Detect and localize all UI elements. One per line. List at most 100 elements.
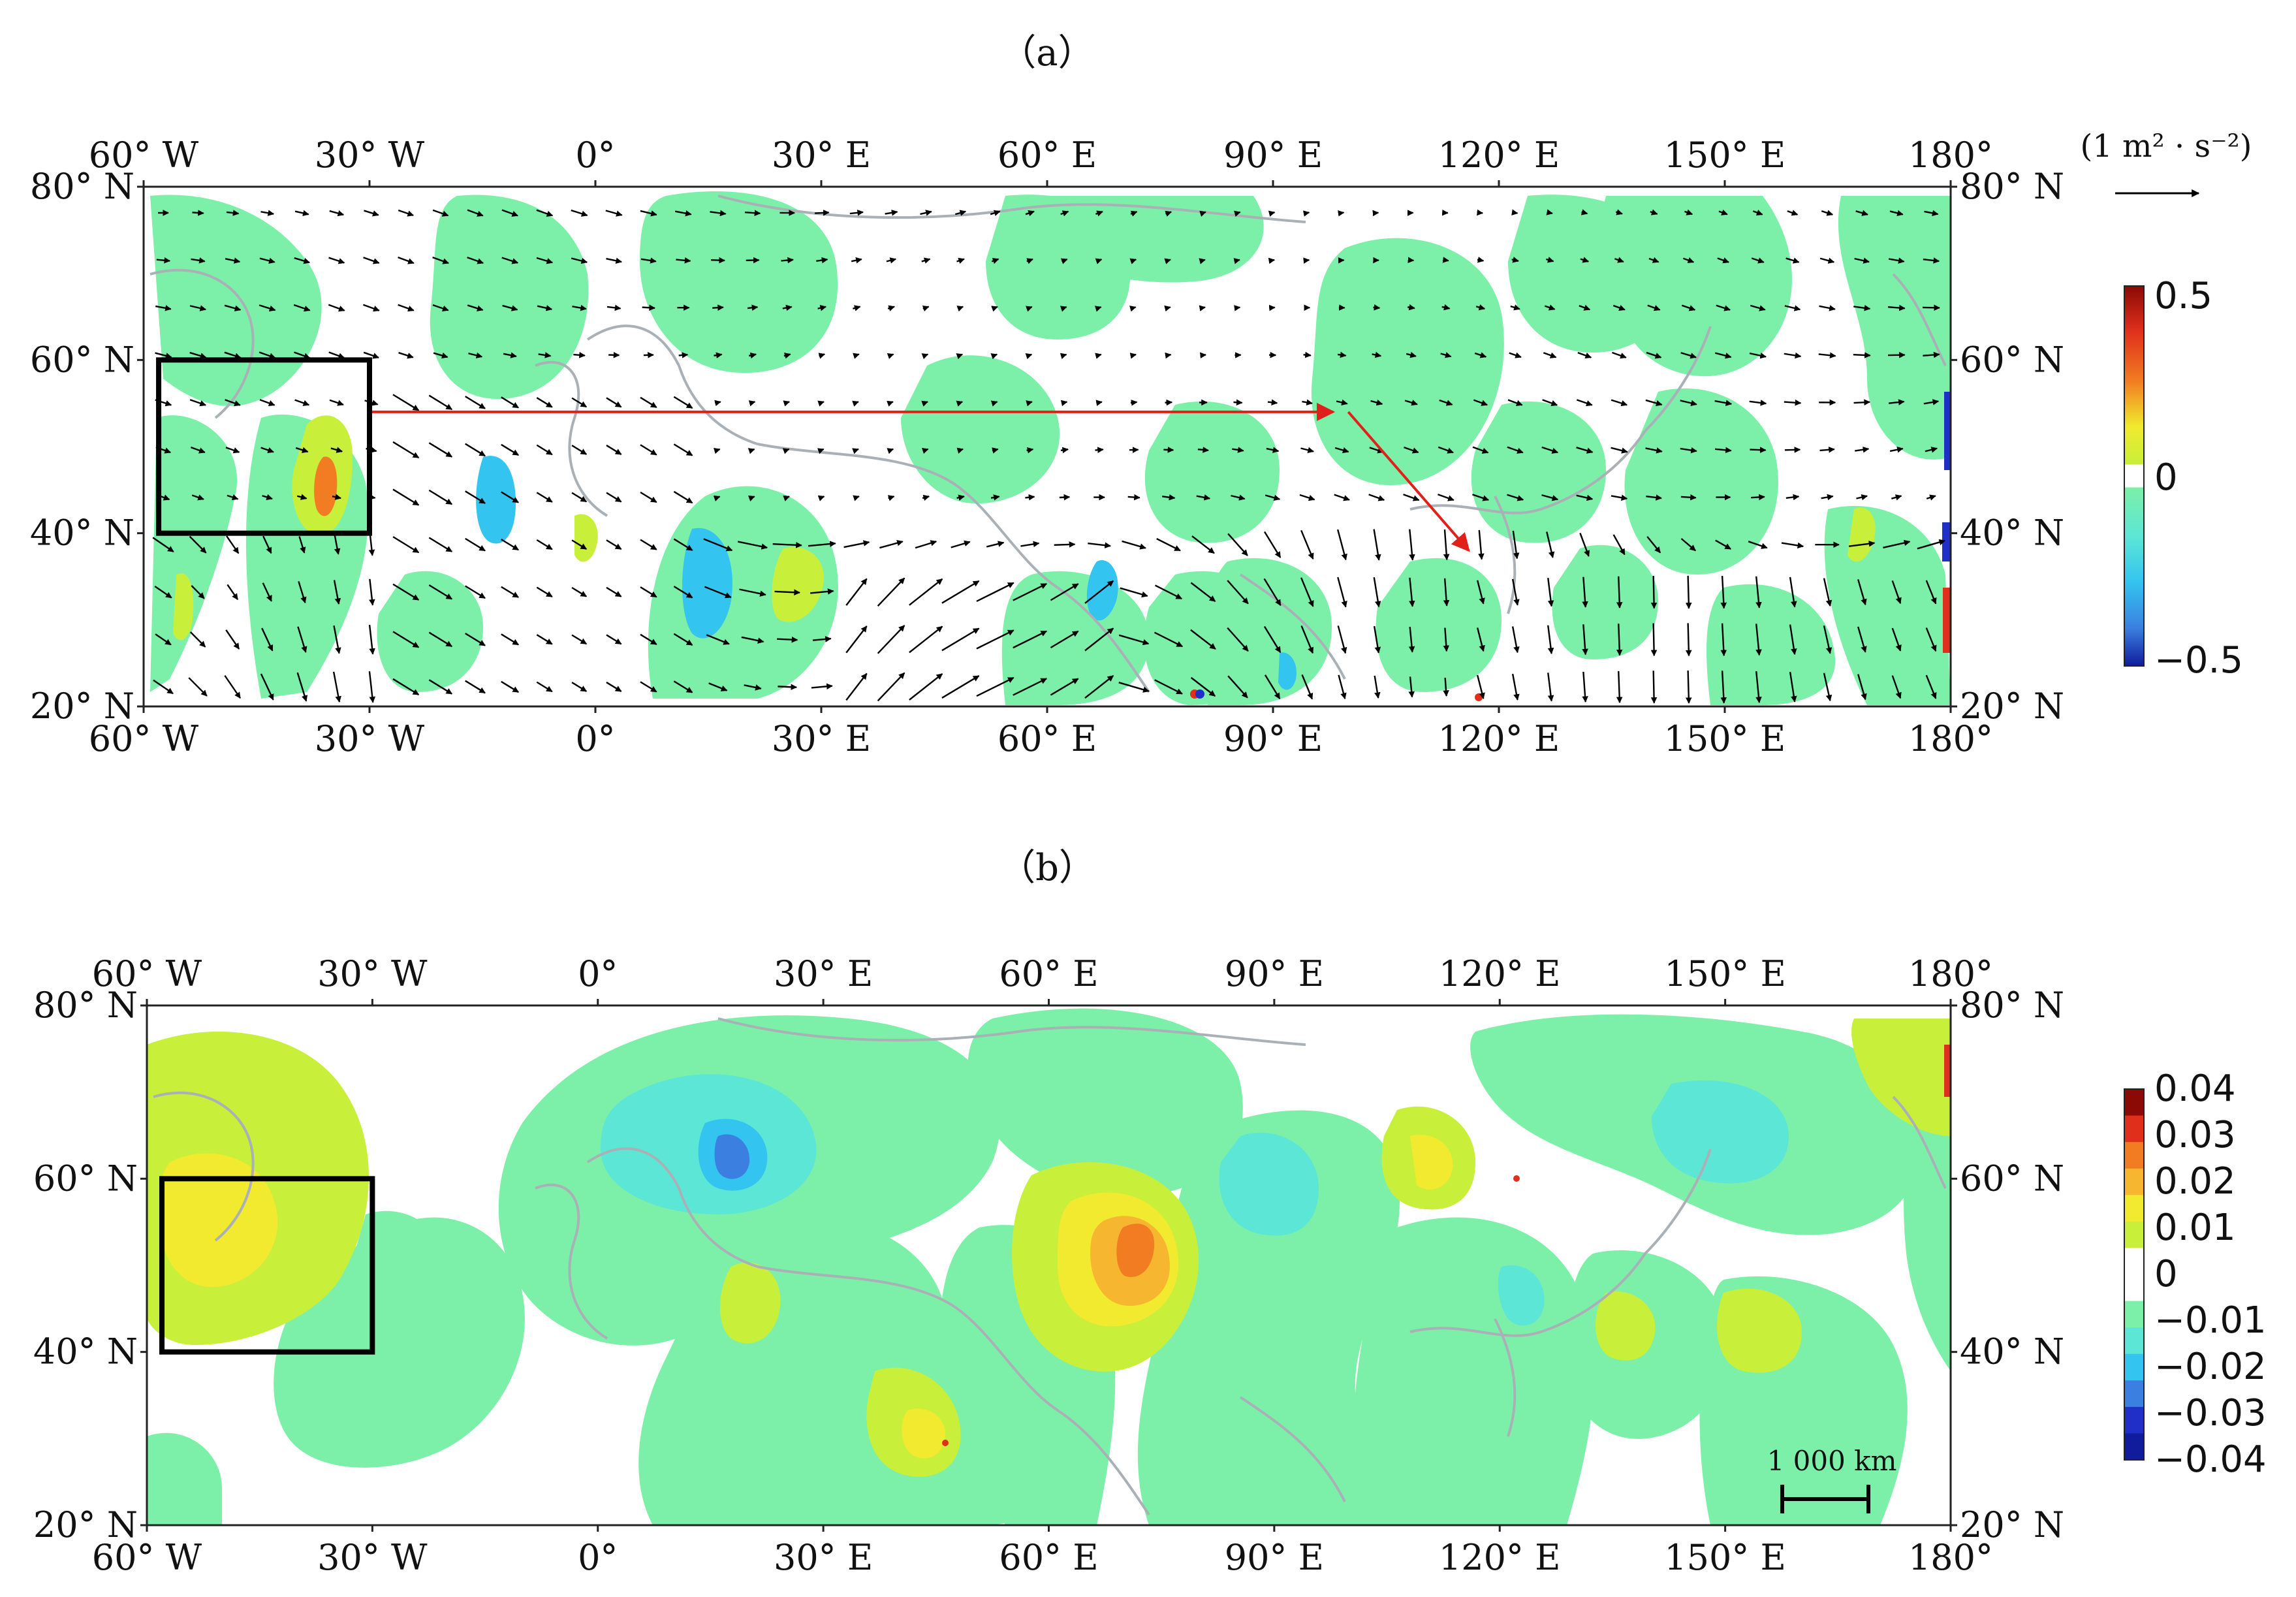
flux-vector: [571, 397, 588, 408]
flux-vector: [398, 209, 414, 217]
flux-vector: [1716, 304, 1731, 311]
lon-tick-label-bottom: 30° E: [774, 1537, 873, 1578]
flux-vector: [1302, 399, 1313, 405]
flux-vector: [191, 494, 204, 501]
flux-vector: [329, 210, 345, 217]
flux-vector: [571, 682, 588, 692]
flux-vector: [976, 629, 1014, 650]
flux-vector: [1472, 446, 1489, 454]
flux-vector: [1472, 494, 1489, 501]
flux-vector: [1268, 257, 1276, 264]
flux-vector: [845, 625, 868, 654]
flux-vector: [1122, 540, 1146, 550]
flux-vector: [1889, 447, 1904, 453]
flux-vector: [1025, 353, 1033, 360]
colorbar-b-tick-label: 0.04: [2154, 1067, 2236, 1110]
flux-vector: [1227, 533, 1248, 556]
flux-vector: [1546, 209, 1553, 215]
flux-vector: [1781, 542, 1804, 549]
flux-vector: [1473, 399, 1488, 406]
colorbar-b-tick-label: −0.02: [2154, 1346, 2267, 1388]
flux-vector: [778, 684, 798, 691]
flux-vector: [1154, 584, 1183, 600]
flux-vector: [1714, 447, 1732, 454]
colorbar-a-tick-label: 0.5: [2154, 275, 2212, 317]
flux-vector: [573, 352, 586, 358]
flux-vector: [333, 580, 341, 605]
flux-vector: [261, 627, 274, 652]
flux-vector: [1611, 494, 1628, 501]
lat-tick-label-left: 60° N: [30, 339, 134, 380]
flux-vector: [1013, 630, 1048, 649]
flux-vector: [1545, 257, 1554, 263]
flux-vector: [1334, 494, 1350, 501]
flux-vector: [226, 210, 240, 216]
flux-vector: [369, 578, 375, 606]
flux-vector: [1646, 351, 1662, 359]
flux-vector: [921, 353, 929, 360]
flux-vector: [1300, 530, 1314, 560]
flux-vector: [1338, 674, 1347, 700]
flux-vector: [1059, 494, 1071, 501]
flux-vector: [1373, 577, 1381, 608]
lon-tick-label-bottom: 150° E: [1664, 718, 1786, 759]
flux-vector: [189, 631, 206, 648]
flux-vector: [1823, 672, 1832, 702]
lon-tick-label-top: 120° E: [1438, 134, 1560, 176]
lon-tick-label-bottom: 0°: [578, 1537, 618, 1578]
panel-a-wave-path: [370, 402, 1470, 552]
flux-vector: [606, 304, 621, 311]
flux-vector: [879, 540, 904, 549]
lon-tick-label-top: 30° E: [774, 953, 873, 994]
lat-tick-label-right: 80° N: [1960, 166, 2064, 207]
flux-vector: [1300, 577, 1314, 607]
lat-tick-label-left: 80° N: [33, 985, 138, 1026]
flux-vector: [1372, 351, 1382, 358]
flux-vector: [192, 210, 204, 216]
flux-vector: [1129, 258, 1137, 264]
flux-vector: [744, 684, 762, 691]
flux-vector: [1013, 678, 1048, 696]
flux-vector: [1507, 494, 1524, 501]
flux-vector: [1190, 676, 1216, 697]
flux-vector: [1611, 399, 1628, 407]
flux-vector: [1509, 352, 1522, 358]
flux-vector: [1891, 627, 1902, 652]
flux-vector: [1407, 257, 1415, 264]
flux-vector: [536, 539, 553, 550]
flux-vector: [501, 443, 519, 456]
flux-vector: [1784, 305, 1801, 311]
flux-vector: [1857, 626, 1867, 653]
flux-vector: [1154, 631, 1184, 648]
flux-vector: [1084, 627, 1114, 652]
flux-vector: [1857, 674, 1867, 701]
lon-tick-label-top: 90° E: [1223, 134, 1323, 176]
flux-vector: [1925, 580, 1937, 605]
flux-vector: [189, 535, 207, 554]
flux-vector: [1233, 258, 1240, 264]
flux-vector: [1577, 351, 1592, 359]
flux-vector: [392, 441, 420, 459]
flux-vector: [392, 488, 420, 506]
flux-vector: [465, 490, 486, 504]
panel-a-ticks: 60° W 60° W 30° W 30° W 0° 0° 30° E 30° E 60° E 6…: [30, 134, 2064, 759]
flux-vector: [536, 681, 553, 693]
flux-vector: [432, 257, 449, 264]
flux-vector: [1127, 494, 1140, 501]
flux-vector: [922, 305, 930, 312]
flux-vector: [1443, 627, 1450, 652]
flux-vector: [328, 351, 345, 359]
flux-vector: [501, 680, 519, 693]
flux-vector: [640, 586, 657, 598]
lon-tick-label-top: 60° E: [998, 134, 1097, 176]
lon-tick-label-bottom: 30° W: [315, 718, 425, 759]
flux-vector: [1784, 447, 1801, 453]
flux-vector: [1408, 627, 1415, 653]
flux-vector: [673, 538, 693, 551]
panel-b-peak-positive: [1116, 1224, 1155, 1277]
flux-vector: [606, 682, 622, 692]
flux-vector: [501, 491, 519, 503]
panel-b-extreme-positive: [942, 1045, 1951, 1446]
flux-vector: [1887, 304, 1906, 311]
flux-vector: [921, 257, 931, 264]
